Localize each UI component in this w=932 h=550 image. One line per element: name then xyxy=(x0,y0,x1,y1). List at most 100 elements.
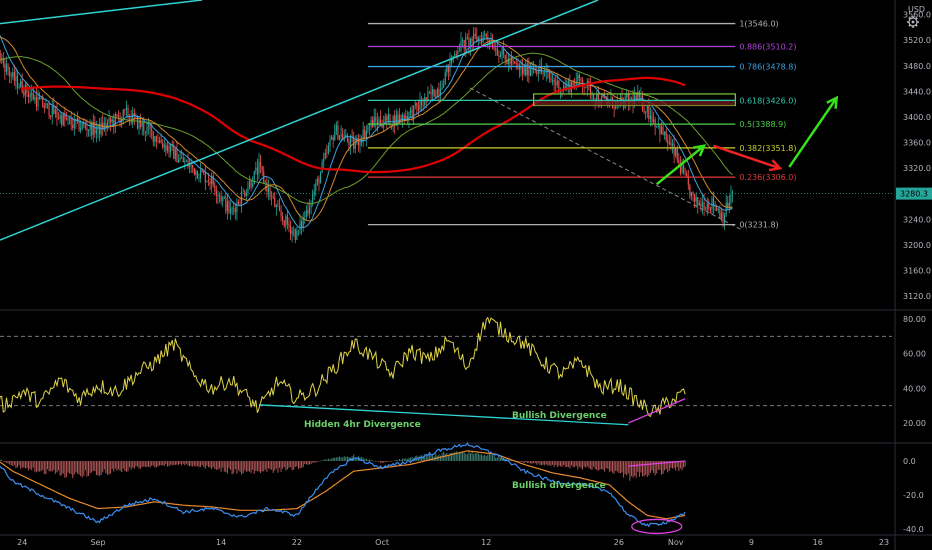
macd-histogram-bar xyxy=(410,457,412,461)
arrow-shaft xyxy=(713,144,781,170)
macd-histogram-bar xyxy=(143,461,145,467)
candle-body xyxy=(433,89,435,97)
candle-body xyxy=(406,115,408,120)
candle-body xyxy=(206,181,208,183)
candle-body xyxy=(110,118,112,123)
price-axis-tick: 3120.0 xyxy=(903,292,931,301)
candle-body xyxy=(458,50,460,52)
candle-body xyxy=(144,131,146,133)
candle-body xyxy=(529,69,532,76)
macd-histogram-bar xyxy=(368,459,370,461)
candle-body xyxy=(231,208,233,210)
time-axis-tick: 22 xyxy=(292,538,302,547)
candle-body xyxy=(709,208,711,210)
fib-level-label: 0.618(3426.0) xyxy=(739,96,796,105)
macd-histogram-bar xyxy=(313,461,315,463)
macd-histogram-bar xyxy=(373,460,375,462)
macd-histogram-bar xyxy=(402,458,404,461)
candle-body xyxy=(301,221,303,228)
macd-histogram-bar xyxy=(206,461,208,466)
macd-histogram-bar xyxy=(594,461,596,469)
macd-histogram-bar xyxy=(533,461,535,464)
candle-body xyxy=(531,69,533,71)
price-panel[interactable]: 1(3546.0) 0.886(3510.2) 0.786(3478.8) 0.618… xyxy=(0,0,892,244)
macd-histogram-bar xyxy=(136,461,138,467)
macd-histogram-bar xyxy=(473,453,475,461)
macd-histogram-bar xyxy=(517,461,519,462)
candle-body xyxy=(681,164,683,173)
candle-body xyxy=(141,122,143,127)
arrow-head xyxy=(693,144,707,157)
candle-body xyxy=(119,117,121,124)
candle-body xyxy=(447,64,449,72)
macd-histogram-bar xyxy=(130,461,132,470)
macd-histogram-bar xyxy=(665,461,667,470)
candle-body xyxy=(462,40,464,41)
candle-body xyxy=(389,114,391,127)
macd-histogram-bar xyxy=(113,461,115,472)
macd-histogram-bar xyxy=(391,461,393,462)
candle-body xyxy=(233,208,235,210)
macd-histogram-bar xyxy=(351,456,353,461)
candle-body xyxy=(645,112,647,113)
candle-body xyxy=(402,115,404,120)
macd-histogram-bar xyxy=(106,461,108,475)
macd-histogram-bar xyxy=(656,461,658,474)
candle-body xyxy=(51,104,53,117)
candle-body xyxy=(720,212,722,218)
macd-histogram-bar xyxy=(479,454,481,461)
macd-histogram-bar xyxy=(193,461,195,466)
macd-histogram-bar xyxy=(343,456,345,461)
candle-body xyxy=(656,125,658,127)
macd-histogram-bar xyxy=(571,461,572,466)
candle-body xyxy=(159,140,161,143)
macd-histogram-bar xyxy=(160,461,162,466)
candle-body xyxy=(331,137,333,140)
macd-histogram-bar xyxy=(122,461,124,469)
arrow-shaft xyxy=(655,144,705,186)
candle-body xyxy=(332,137,334,141)
candle-body xyxy=(181,157,183,159)
candle-body xyxy=(108,118,110,123)
candle-body xyxy=(31,92,33,95)
candle-body xyxy=(117,115,120,118)
macd-histogram-bar xyxy=(222,461,224,468)
macd-histogram-bar xyxy=(170,461,172,465)
macd-histogram-bar xyxy=(504,458,506,461)
macd-histogram-bar xyxy=(659,461,661,471)
candle-body xyxy=(113,119,115,127)
rsi-panel[interactable] xyxy=(0,316,892,418)
candle-body xyxy=(245,193,247,197)
candle-body xyxy=(312,194,314,204)
macd-histogram-bar xyxy=(569,461,571,469)
candle-body xyxy=(354,143,356,149)
macd-histogram-bar xyxy=(166,461,168,467)
macd-histogram-bar xyxy=(100,461,102,475)
macd-histogram-bar xyxy=(54,461,56,474)
candle-body xyxy=(345,135,347,138)
macd-histogram-bar xyxy=(61,461,63,475)
macd-panel[interactable] xyxy=(0,442,686,528)
gear-icon[interactable] xyxy=(907,16,919,28)
macd-histogram-bar xyxy=(635,461,637,478)
macd-histogram-bar xyxy=(155,461,157,468)
macd-histogram-bar xyxy=(102,461,104,473)
macd-histogram-bar xyxy=(132,461,134,468)
macd-histogram-bar xyxy=(585,461,587,468)
candle-body xyxy=(174,148,176,159)
price-axis-tick: 3480.0 xyxy=(903,62,931,71)
macd-histogram-bar xyxy=(331,458,333,461)
candle-body xyxy=(488,40,490,44)
macd-histogram-bar xyxy=(651,461,653,471)
candle-body xyxy=(81,123,83,129)
candle-body xyxy=(188,165,191,168)
candle-body xyxy=(660,126,663,135)
candle-body xyxy=(230,209,232,213)
macd-histogram-bar xyxy=(133,461,135,469)
macd-histogram-bar xyxy=(630,461,632,477)
macd-histogram-bar xyxy=(462,451,464,461)
candle-body xyxy=(375,116,377,121)
macd-histogram-bar xyxy=(291,461,293,471)
candle-body xyxy=(689,184,691,197)
